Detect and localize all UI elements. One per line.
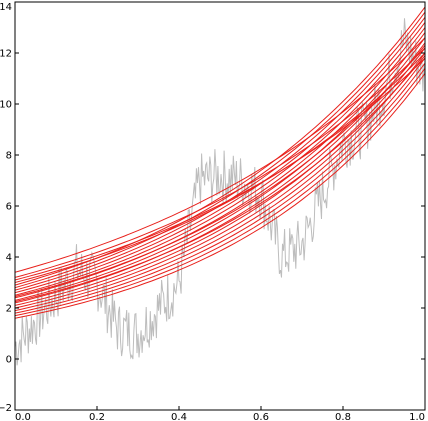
y-tick-label: 14 xyxy=(0,2,12,13)
fitted-curve-16 xyxy=(15,57,425,281)
fitted-curve-10 xyxy=(15,27,425,296)
y-tick-label: 10 xyxy=(0,100,12,111)
fitted-curve-6 xyxy=(15,47,425,306)
fitted-curve-13 xyxy=(15,11,425,289)
fitted-curve-1 xyxy=(15,73,425,319)
fitted-curves xyxy=(15,6,425,319)
fitted-curve-9 xyxy=(15,32,425,299)
fitted-curve-8 xyxy=(15,37,425,301)
x-tick-label: 0.0 xyxy=(15,412,31,421)
fitted-curve-20 xyxy=(15,44,425,297)
y-tick-label: 4 xyxy=(6,253,12,264)
fitted-curve-19 xyxy=(15,55,425,303)
fitted-curve-7 xyxy=(15,42,425,304)
fitted-curve-5 xyxy=(15,52,425,309)
fitted-curve-3 xyxy=(15,62,425,314)
x-tick-label: 0.2 xyxy=(89,412,105,421)
y-tick-label: 0 xyxy=(6,355,12,366)
y-tick-label: 12 xyxy=(0,49,12,60)
y-tick-label: 6 xyxy=(6,202,12,213)
y-tick-label: 8 xyxy=(6,151,12,162)
y-tick-label: −2 xyxy=(0,403,12,414)
x-tick-label: 0.8 xyxy=(335,412,351,421)
x-tick-label: 0.6 xyxy=(253,412,269,421)
x-tick-label: 1.0 xyxy=(409,412,425,421)
x-tick-label: 0.4 xyxy=(171,412,187,421)
fitted-curve-4 xyxy=(15,57,425,312)
fitted-curve-2 xyxy=(15,68,425,317)
fitted-curve-15 xyxy=(15,52,425,283)
fitted-curve-17 xyxy=(15,47,425,278)
y-tick-label: 2 xyxy=(6,304,12,315)
fitted-curve-11 xyxy=(15,22,425,294)
fitted-curve-18 xyxy=(15,37,425,273)
